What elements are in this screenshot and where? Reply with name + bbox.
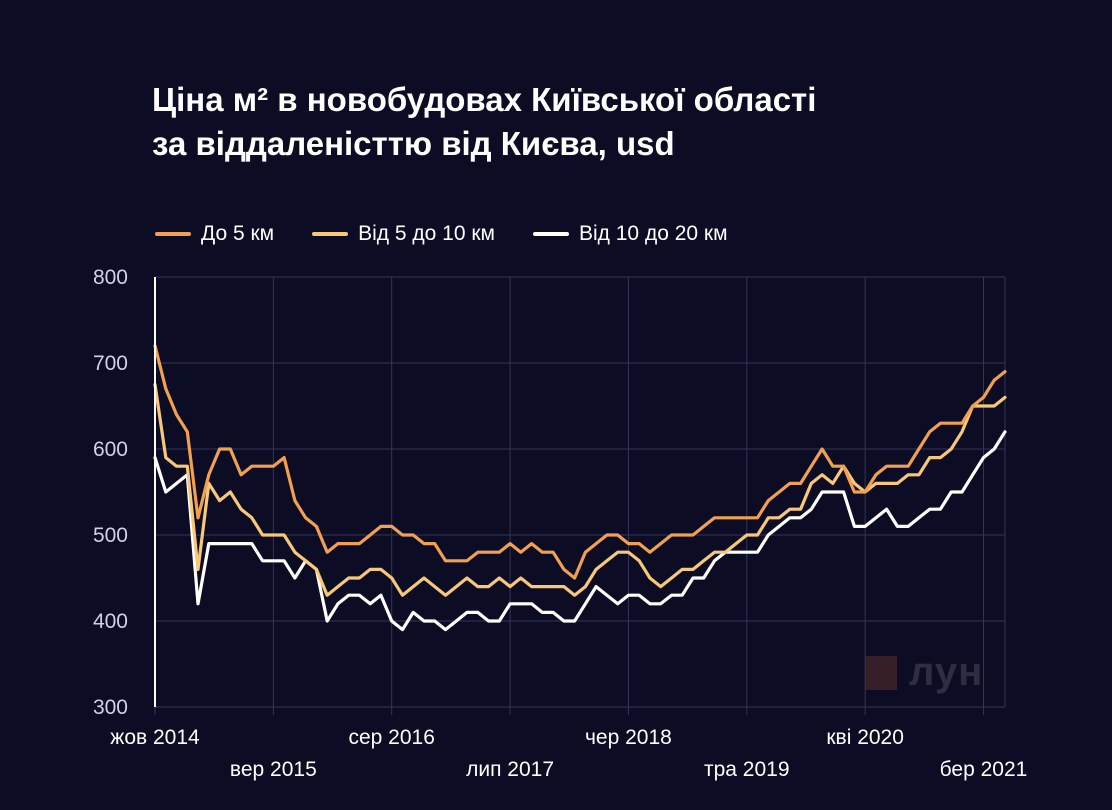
x-tick-label-1: вер 2015 bbox=[230, 758, 317, 781]
x-axis-ticks: жов 2014 вер 2015 сер 2016 лип 2017 чер 2018… bbox=[110, 726, 1027, 781]
legend-item-series-3: Від 10 до 20 км bbox=[532, 222, 728, 246]
series-line-1 bbox=[153, 344, 1007, 580]
y-tick-label-300: 300 bbox=[93, 696, 128, 719]
legend-label-series-3: Від 10 до 20 км bbox=[578, 222, 728, 245]
y-axis-ticks: 300 400 500 600 700 800 bbox=[93, 266, 128, 719]
y-tick-label-400: 400 bbox=[93, 610, 128, 633]
watermark-logo: лун bbox=[865, 650, 983, 695]
chart-title: Ціна м² в новобудовах Київської області … bbox=[152, 78, 816, 166]
x-tick-label-5: тра 2019 bbox=[704, 758, 790, 781]
legend-item-series-1: До 5 км bbox=[155, 222, 274, 246]
series-lines bbox=[153, 344, 1007, 632]
x-tick-label-3: лип 2017 bbox=[466, 758, 554, 781]
legend-swatch-series-2 bbox=[312, 232, 349, 236]
y-tick-label-600: 600 bbox=[93, 438, 128, 461]
x-tick-label-4: чер 2018 bbox=[585, 726, 672, 749]
chart-title-line-2: за віддаленісттю від Києва, usd bbox=[152, 125, 675, 162]
x-tick-label-7: бер 2021 bbox=[940, 758, 1028, 781]
legend: До 5 км Від 5 до 10 км Від 10 до 20 км bbox=[155, 220, 766, 248]
legend-swatch-series-1 bbox=[155, 232, 191, 236]
legend-item-series-2: Від 5 до 10 км bbox=[312, 222, 495, 246]
series-line-3 bbox=[153, 430, 1007, 632]
legend-label-series-1: До 5 км bbox=[201, 222, 275, 245]
legend-swatch-series-3 bbox=[532, 232, 569, 236]
watermark-square-icon bbox=[865, 655, 897, 690]
chart-title-line-1: Ціна м² в новобудовах Київської області bbox=[152, 81, 817, 118]
legend-label-series-2: Від 5 до 10 км bbox=[358, 222, 495, 245]
y-tick-label-800: 800 bbox=[93, 266, 128, 289]
y-tick-label-700: 700 bbox=[93, 352, 128, 375]
x-tick-label-2: сер 2016 bbox=[348, 726, 434, 749]
x-tick-label-6: кві 2020 bbox=[826, 726, 904, 749]
watermark-text: лун bbox=[909, 650, 984, 694]
x-tick-label-0: жов 2014 bbox=[110, 726, 200, 749]
y-tick-label-500: 500 bbox=[93, 524, 128, 547]
